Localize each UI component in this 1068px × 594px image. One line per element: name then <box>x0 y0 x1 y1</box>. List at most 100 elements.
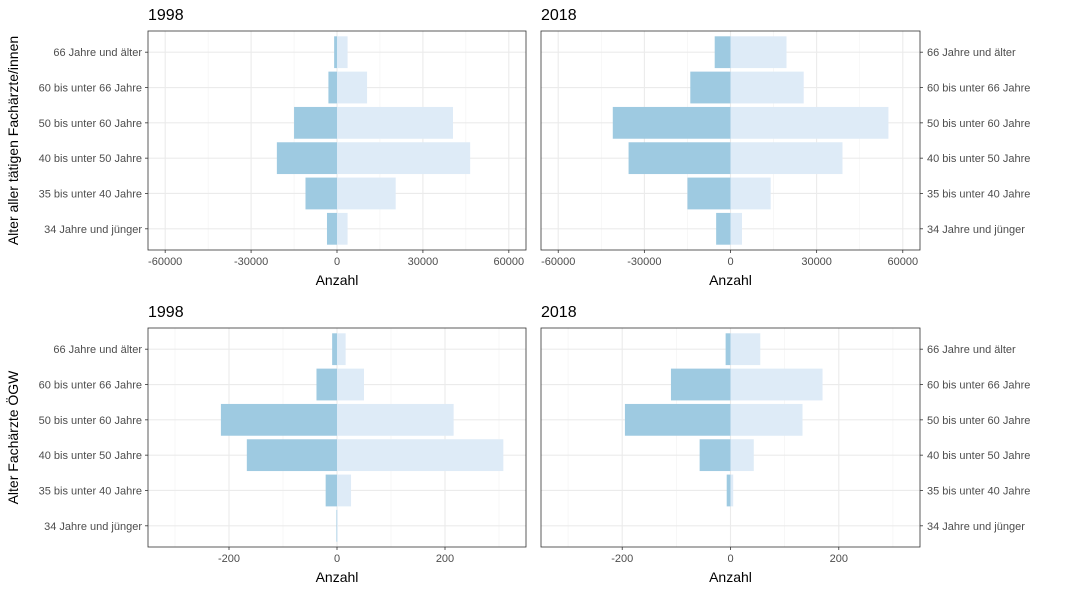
bar-right <box>337 474 352 507</box>
bar-left <box>687 177 731 210</box>
bar-right <box>337 403 454 436</box>
bar-left <box>276 142 337 175</box>
bar-left <box>726 474 731 507</box>
panel-title: 1998 <box>148 304 184 321</box>
y-tick-label: 66 Jahre und älter <box>53 47 142 59</box>
x-tick-label: 0 <box>727 553 733 565</box>
bar-left <box>624 403 731 436</box>
y-tick-label: 60 bis unter 66 Jahre <box>927 83 1030 95</box>
y-tick-label: 35 bis unter 40 Jahre <box>927 485 1030 497</box>
x-axis-label: Anzahl <box>709 569 752 585</box>
bar-right <box>730 403 803 436</box>
bar-left <box>246 439 337 472</box>
x-tick-label: 200 <box>436 553 454 565</box>
bar-right <box>337 333 346 366</box>
panel-3: -200 0 200 34 Jahre und jünger 35 bis unter … <box>4 304 527 585</box>
x-tick-label: 60000 <box>887 256 918 268</box>
x-tick-label: -60000 <box>148 256 182 268</box>
y-tick-label: 40 bis unter 50 Jahre <box>927 450 1030 462</box>
y-tick-label: 40 bis unter 50 Jahre <box>927 153 1030 165</box>
y-tick-label: 50 bis unter 60 Jahre <box>927 118 1030 130</box>
y-tick-label: 35 bis unter 40 Jahre <box>927 188 1030 200</box>
bar-right <box>337 439 504 472</box>
y-tick-label: 50 bis unter 60 Jahre <box>927 415 1030 427</box>
bar-left <box>628 142 731 175</box>
bar-left <box>316 368 337 401</box>
panel-title: 1998 <box>148 7 184 24</box>
y-axis-label: Alter aller tätigen Fachärzte/innen <box>5 36 21 245</box>
bar-left <box>336 509 338 542</box>
bar-right <box>337 509 338 542</box>
y-tick-label: 60 bis unter 66 Jahre <box>39 83 142 95</box>
bar-right <box>730 212 742 245</box>
bar-right <box>730 333 761 366</box>
y-tick-label: 34 Jahre und jünger <box>44 521 142 533</box>
bar-left <box>294 106 337 139</box>
bar-left <box>716 212 731 245</box>
y-tick-label: 66 Jahre und älter <box>53 344 142 356</box>
x-axis-label: Anzahl <box>316 272 359 288</box>
x-tick-label: -60000 <box>541 256 575 268</box>
bar-left <box>325 474 337 507</box>
x-tick-label: 30000 <box>801 256 832 268</box>
bar-right <box>337 142 471 175</box>
x-axis-label: Anzahl <box>709 272 752 288</box>
bar-right <box>730 474 734 507</box>
x-tick-label: -200 <box>218 553 240 565</box>
x-tick-label: 30000 <box>408 256 439 268</box>
bar-left <box>305 177 337 210</box>
y-tick-label: 34 Jahre und jünger <box>927 224 1025 236</box>
bar-left <box>690 71 731 104</box>
bar-right <box>730 439 754 472</box>
bar-right <box>337 36 348 69</box>
y-tick-label: 66 Jahre und älter <box>927 47 1016 59</box>
bar-left <box>328 71 337 104</box>
y-tick-label: 34 Jahre und jünger <box>44 224 142 236</box>
bar-left <box>714 36 731 69</box>
panel-4: -200 0 200 34 Jahre und jünger 35 bis unter … <box>540 304 1030 585</box>
bar-right <box>337 212 348 245</box>
x-tick-label: 0 <box>334 553 340 565</box>
x-tick-label: 0 <box>727 256 733 268</box>
y-tick-label: 66 Jahre und älter <box>927 344 1016 356</box>
bar-left <box>326 212 337 245</box>
bar-left <box>725 333 731 366</box>
x-tick-label: -200 <box>611 553 633 565</box>
panel-2: -60000 -30000 0 30000 60000 34 Jahre und jüng… <box>540 7 1030 288</box>
x-axis-label: Anzahl <box>316 569 359 585</box>
bar-left <box>670 368 731 401</box>
x-tick-label: 200 <box>830 553 848 565</box>
bar-left <box>699 439 731 472</box>
y-axis-label: Alter Fachärzte ÖGW <box>4 370 21 505</box>
y-tick-label: 60 bis unter 66 Jahre <box>39 380 142 392</box>
bar-right <box>730 106 889 139</box>
y-tick-label: 35 bis unter 40 Jahre <box>39 188 142 200</box>
bar-right <box>730 36 787 69</box>
y-tick-label: 50 bis unter 60 Jahre <box>39 415 142 427</box>
x-tick-label: -30000 <box>627 256 661 268</box>
y-tick-label: 35 bis unter 40 Jahre <box>39 485 142 497</box>
y-tick-label: 40 bis unter 50 Jahre <box>39 153 142 165</box>
bar-right <box>730 71 804 104</box>
bar-left <box>332 333 337 366</box>
y-tick-label: 50 bis unter 60 Jahre <box>39 118 142 130</box>
bar-right <box>337 368 364 401</box>
bar-right <box>730 142 843 175</box>
x-tick-label: 0 <box>334 256 340 268</box>
bar-left <box>220 403 337 436</box>
y-tick-label: 60 bis unter 66 Jahre <box>927 380 1030 392</box>
panel-title: 2018 <box>541 304 577 321</box>
bar-right <box>730 368 823 401</box>
panel-title: 2018 <box>541 7 577 24</box>
bar-right <box>337 71 368 104</box>
x-tick-label: -30000 <box>234 256 268 268</box>
x-tick-label: 60000 <box>494 256 525 268</box>
bar-right <box>337 106 453 139</box>
bar-right <box>730 177 771 210</box>
bar-right <box>337 177 396 210</box>
bar-left <box>334 36 337 69</box>
y-tick-label: 34 Jahre und jünger <box>927 521 1025 533</box>
y-tick-label: 40 bis unter 50 Jahre <box>39 450 142 462</box>
bar-left <box>612 106 731 139</box>
